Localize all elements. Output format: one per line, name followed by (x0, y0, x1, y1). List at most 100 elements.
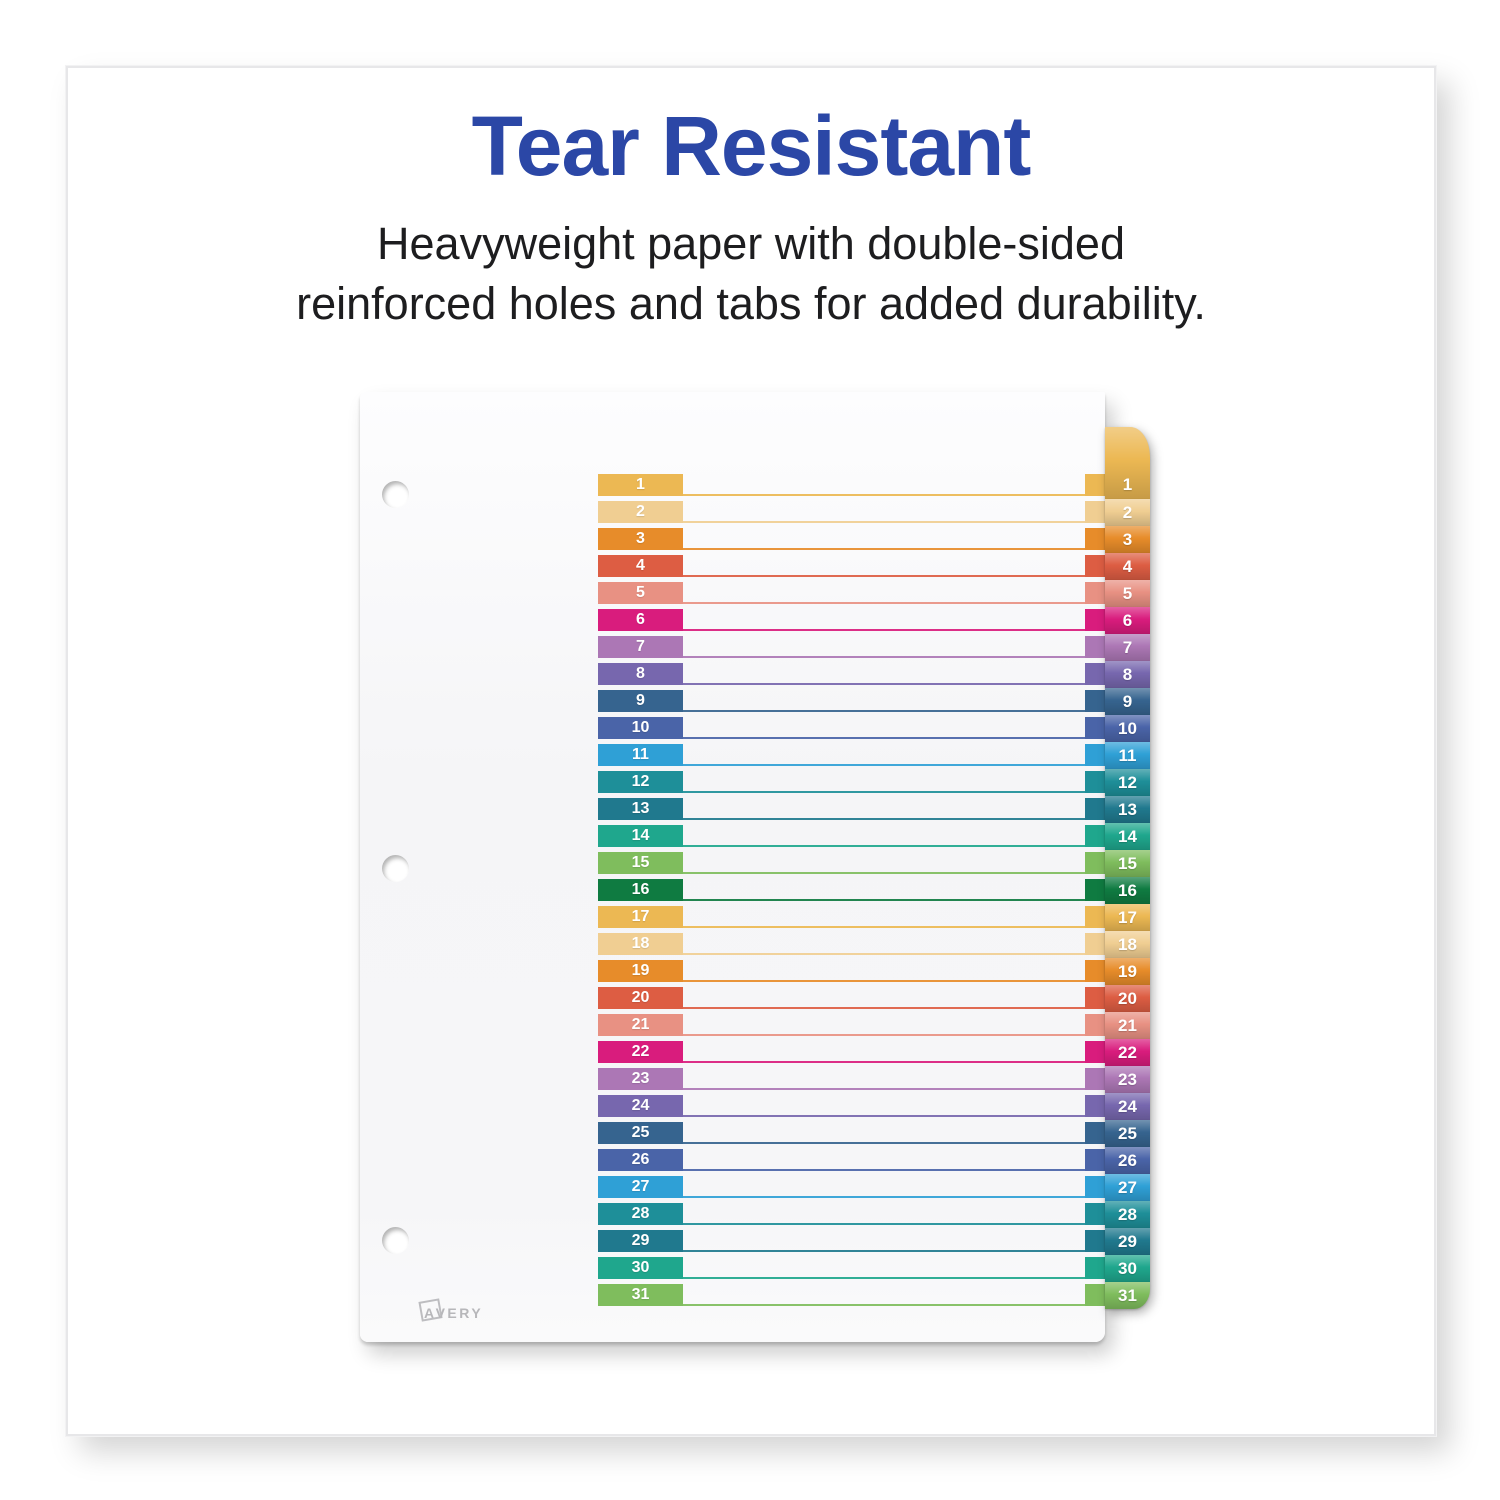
tab-strip: 1 2 3 4 5 6 7 8 9 10 11 12 13 14 15 16 17 18 19 20 21 22 23 24 2… (1105, 427, 1150, 1309)
index-tab: 24 (1105, 1093, 1150, 1120)
subheadline-line2: reinforced holes and tabs for added dura… (296, 278, 1206, 329)
index-tab: 17 (1105, 904, 1150, 931)
index-tab: 20 (1105, 985, 1150, 1012)
index-tab: 14 (1105, 823, 1150, 850)
toc-row: 7 (360, 636, 1105, 658)
index-tab: 2 (1105, 499, 1150, 526)
toc-row: 30 (360, 1257, 1105, 1279)
toc-row: 22 (360, 1041, 1105, 1063)
row-rule (683, 683, 1085, 685)
row-rule (683, 1250, 1085, 1252)
subheadline-line1: Heavyweight paper with double-sided (377, 218, 1125, 269)
index-tab-label: 11 (1118, 746, 1137, 765)
row-rule (683, 1115, 1085, 1117)
index-tab-label: 10 (1118, 719, 1137, 738)
row-number-bar: 1 (598, 474, 683, 496)
row-end-block (1085, 987, 1105, 1009)
row-number-bar: 5 (598, 582, 683, 604)
toc-row: 4 (360, 555, 1105, 577)
toc-row: 12 (360, 771, 1105, 793)
index-tab-label: 26 (1118, 1151, 1137, 1170)
toc-row: 9 (360, 690, 1105, 712)
row-rule (683, 980, 1085, 982)
toc-row: 15 (360, 852, 1105, 874)
index-tab: 8 (1105, 661, 1150, 688)
row-end-block (1085, 933, 1105, 955)
row-end-block (1085, 1014, 1105, 1036)
toc-row: 13 (360, 798, 1105, 820)
row-number-bar: 14 (598, 825, 683, 847)
index-tab-label: 31 (1118, 1286, 1137, 1305)
row-rule (683, 953, 1085, 955)
index-tab: 7 (1105, 634, 1150, 661)
index-tab: 4 (1105, 553, 1150, 580)
toc-row: 18 (360, 933, 1105, 955)
toc-row: 20 (360, 987, 1105, 1009)
index-tab: 18 (1105, 931, 1150, 958)
index-tab-label: 8 (1122, 665, 1133, 684)
row-number-bar: 26 (598, 1149, 683, 1171)
row-end-block (1085, 825, 1105, 847)
row-number-bar: 8 (598, 663, 683, 685)
index-tab: 1 (1105, 427, 1150, 499)
row-number-bar: 15 (598, 852, 683, 874)
index-tab: 21 (1105, 1012, 1150, 1039)
row-rule (683, 1142, 1085, 1144)
row-number-bar: 17 (598, 906, 683, 928)
index-tab: 13 (1105, 796, 1150, 823)
row-rule (683, 1061, 1085, 1063)
index-tab-label: 20 (1118, 989, 1137, 1008)
index-tab-label: 24 (1118, 1097, 1137, 1116)
index-tab-label: 16 (1118, 881, 1137, 900)
toc-row: 16 (360, 879, 1105, 901)
toc-row: 19 (360, 960, 1105, 982)
avery-logo-text: AVERY (424, 1305, 484, 1321)
index-tab-label: 13 (1118, 800, 1137, 819)
index-tab: 27 (1105, 1174, 1150, 1201)
row-end-block (1085, 663, 1105, 685)
row-number-bar: 19 (598, 960, 683, 982)
image-card: Tear Resistant Heavyweight paper with do… (66, 66, 1436, 1436)
toc-row: 10 (360, 717, 1105, 739)
row-end-block (1085, 906, 1105, 928)
row-end-block (1085, 528, 1105, 550)
index-tab-label: 21 (1118, 1016, 1137, 1035)
row-end-block (1085, 852, 1105, 874)
index-tab: 10 (1105, 715, 1150, 742)
index-tab-label: 7 (1122, 638, 1133, 657)
index-tab-label: 30 (1118, 1259, 1137, 1278)
index-tab: 11 (1105, 742, 1150, 769)
row-rule (683, 818, 1085, 820)
toc-row: 25 (360, 1122, 1105, 1144)
row-number-bar: 27 (598, 1176, 683, 1198)
index-tab-label: 27 (1118, 1178, 1137, 1197)
index-tab-label: 17 (1118, 908, 1137, 927)
row-number-bar: 20 (598, 987, 683, 1009)
toc-row: 21 (360, 1014, 1105, 1036)
row-number-bar: 21 (598, 1014, 683, 1036)
index-tab: 30 (1105, 1255, 1150, 1282)
index-tab: 12 (1105, 769, 1150, 796)
row-rule (683, 1034, 1085, 1036)
toc-row: 31 (360, 1284, 1105, 1306)
index-tab-label: 29 (1118, 1232, 1137, 1251)
index-tab-label: 23 (1118, 1070, 1137, 1089)
index-tab-label: 3 (1122, 530, 1133, 549)
toc-row: 2 (360, 501, 1105, 523)
row-rule (683, 521, 1085, 523)
row-rule (683, 494, 1085, 496)
index-tab: 25 (1105, 1120, 1150, 1147)
row-rule (683, 1223, 1085, 1225)
row-rule (683, 1277, 1085, 1279)
punch-hole-top (382, 481, 409, 508)
index-tab-label: 14 (1118, 827, 1137, 846)
row-end-block (1085, 1230, 1105, 1252)
row-end-block (1085, 609, 1105, 631)
row-number-bar: 6 (598, 609, 683, 631)
row-end-block (1085, 555, 1105, 577)
index-tab-label: 15 (1118, 854, 1137, 873)
toc-row: 27 (360, 1176, 1105, 1198)
row-rule (683, 1169, 1085, 1171)
row-end-block (1085, 1041, 1105, 1063)
row-end-block (1085, 1257, 1105, 1279)
